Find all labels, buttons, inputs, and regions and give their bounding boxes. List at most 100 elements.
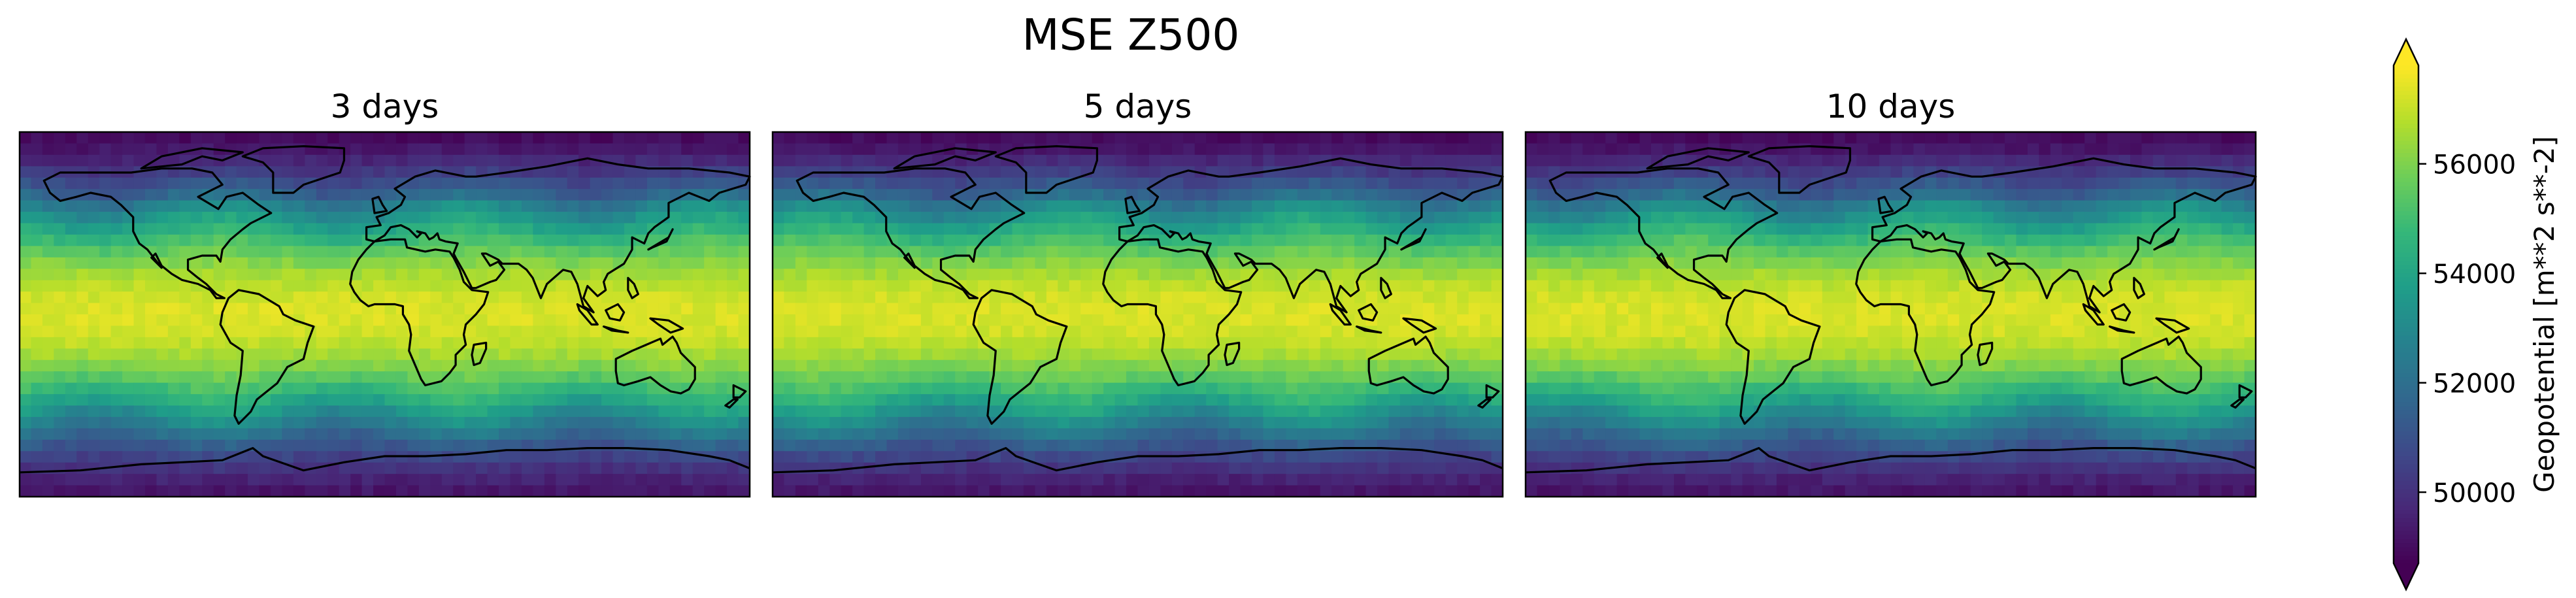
heatmap-cell [2027,132,2039,144]
heatmap-cell [2062,246,2074,258]
heatmap-cell [692,234,705,246]
heatmap-cell [692,143,705,156]
heatmap-cell [144,132,158,144]
heatmap-cell [852,223,865,235]
heatmap-cell [1023,394,1036,407]
heatmap-cell [692,212,705,224]
heatmap-cell [1046,371,1058,384]
heatmap-cell [1411,359,1424,372]
heatmap-cell [430,177,443,190]
heatmap-cell [784,143,796,156]
heatmap-cell [1434,474,1447,486]
heatmap-cell [373,246,386,258]
heatmap-cell [590,394,602,407]
heatmap-cell [1035,223,1047,235]
heatmap-cell [76,314,89,327]
heatmap-cell [556,223,568,235]
heatmap-cell [2141,200,2154,212]
heatmap-cell [1286,451,1298,463]
heatmap-cell [1001,269,1013,281]
heatmap-cell [1594,200,1606,212]
heatmap-cell [190,359,203,372]
heatmap-cell [190,177,203,190]
heatmap-cell [1001,223,1013,235]
heatmap-cell [1480,303,1492,315]
heatmap-cell [1058,212,1070,224]
heatmap-cell [1080,439,1093,452]
heatmap-cell [373,177,386,190]
heatmap-cell [1776,246,1789,258]
heatmap-cell [1274,280,1286,292]
heatmap-cell [1069,189,1081,201]
heatmap-cell [909,234,922,246]
heatmap-cell [1103,359,1116,372]
heatmap-cell [1331,212,1344,224]
heatmap-cell [1399,359,1412,372]
heatmap-cell [1309,234,1321,246]
heatmap-cell [852,314,865,327]
heatmap-cell [1058,246,1070,258]
heatmap-cell [533,348,545,361]
heatmap-cell [1069,269,1081,281]
heatmap-cell [1571,200,1583,212]
heatmap-cell [65,234,77,246]
heatmap-cell [1148,269,1161,281]
heatmap-cell [293,234,305,246]
heatmap-cell [886,212,899,224]
heatmap-cell [1970,154,1982,167]
heatmap-cell [1422,462,1435,474]
heatmap-cell [1297,257,1309,269]
heatmap-cell [2175,212,2188,224]
heatmap-cell [795,291,807,304]
heatmap-cell [248,132,260,144]
heatmap-cell [943,428,956,440]
heatmap-cell [624,416,637,429]
heatmap-cell [646,212,659,224]
heatmap-cell [122,428,135,440]
heatmap-cell [1103,394,1116,407]
heatmap-cell [76,269,89,281]
heatmap-cell [1137,325,1150,338]
heatmap-cell [259,485,271,497]
heatmap-cell [54,439,66,452]
heatmap-cell [1194,189,1207,201]
heatmap-cell [578,451,591,463]
heatmap-cell [612,451,625,463]
heatmap-cell [521,291,533,304]
heatmap-cell [510,348,522,361]
heatmap-cell [339,303,351,315]
heatmap-cell [1206,154,1218,167]
heatmap-cell [1058,348,1070,361]
heatmap-cell [1411,303,1424,315]
heatmap-cell [1183,257,1196,269]
heatmap-cell [2118,246,2131,258]
heatmap-cell [1605,154,1618,167]
heatmap-cell [487,462,499,474]
heatmap-cell [1480,189,1492,201]
heatmap-cell [1765,189,1777,201]
heatmap-cell [2062,132,2074,144]
heatmap-cell [167,223,180,235]
heatmap-cell [1035,474,1047,486]
heatmap-cell [190,382,203,395]
heatmap-cell [327,382,340,395]
heatmap-cell [1286,382,1298,395]
heatmap-cell [350,348,363,361]
heatmap-cell [1035,485,1047,497]
heatmap-cell [1354,474,1367,486]
heatmap-cell [646,394,659,407]
heatmap-cell [1616,280,1629,292]
heatmap-cell [236,200,248,212]
heatmap-cell [122,371,135,384]
heatmap-cell [1445,234,1458,246]
heatmap-cell [361,143,374,156]
heatmap-cell [2118,200,2131,212]
heatmap-cell [2130,132,2143,144]
heatmap-cell [259,405,271,418]
heatmap-cell [2005,132,2017,144]
heatmap-cell [407,394,420,407]
heatmap-cell [578,166,591,178]
heatmap-cell [1171,394,1184,407]
heatmap-cell [1343,485,1355,497]
heatmap-cell [1811,143,1823,156]
